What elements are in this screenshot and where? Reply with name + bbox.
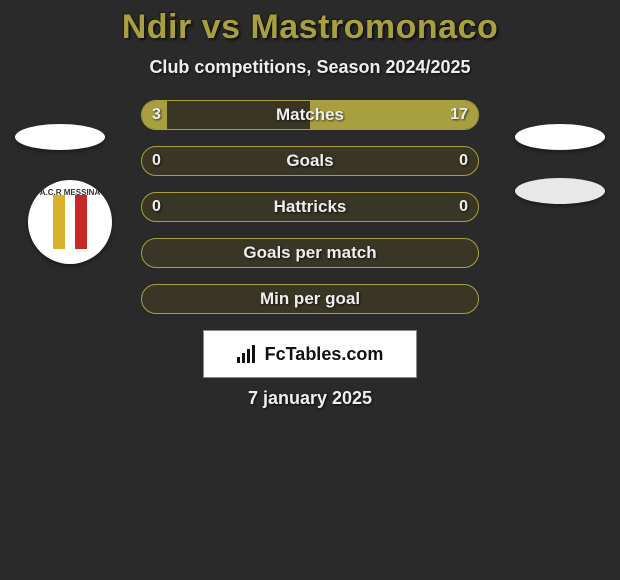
comparison-card: Ndir vs Mastromonaco Club competitions, … [0,0,620,409]
stat-row: Goals0 0 [141,146,479,176]
stat-value-right: 0 [459,147,468,175]
date-text: 7 january 2025 [0,388,620,409]
stat-row: Goals per match [141,238,479,268]
stat-value-right: 0 [459,193,468,221]
barchart-icon [237,345,259,363]
stats-grid: Matches317Goals00Hattricks00Goals per ma… [141,100,479,314]
stat-value-left: 0 [152,193,161,221]
stat-value-right: 17 [450,101,468,129]
stat-label: Hattricks [142,193,478,221]
left-club-badge: A.C.R MESSINA [28,180,112,264]
stat-row: Hattricks0 0 [141,192,479,222]
stat-value-left: 3 [152,101,161,129]
stat-label: Matches [142,101,478,129]
stat-label: Goals [142,147,478,175]
right-player-marker-2 [515,178,605,204]
subtitle: Club competitions, Season 2024/2025 [0,57,620,78]
attribution-box: FcTables.com [203,330,417,378]
badge-stripes-icon [43,195,97,249]
stat-row: Min per goal [141,284,479,314]
page-title: Ndir vs Mastromonaco [0,8,620,47]
stat-label: Min per goal [142,285,478,313]
attribution-text: FcTables.com [265,344,384,365]
stat-row: Matches3 17 [141,100,479,130]
left-player-marker [15,124,105,150]
stat-value-left: 0 [152,147,161,175]
stat-label: Goals per match [142,239,478,267]
right-player-marker [515,124,605,150]
